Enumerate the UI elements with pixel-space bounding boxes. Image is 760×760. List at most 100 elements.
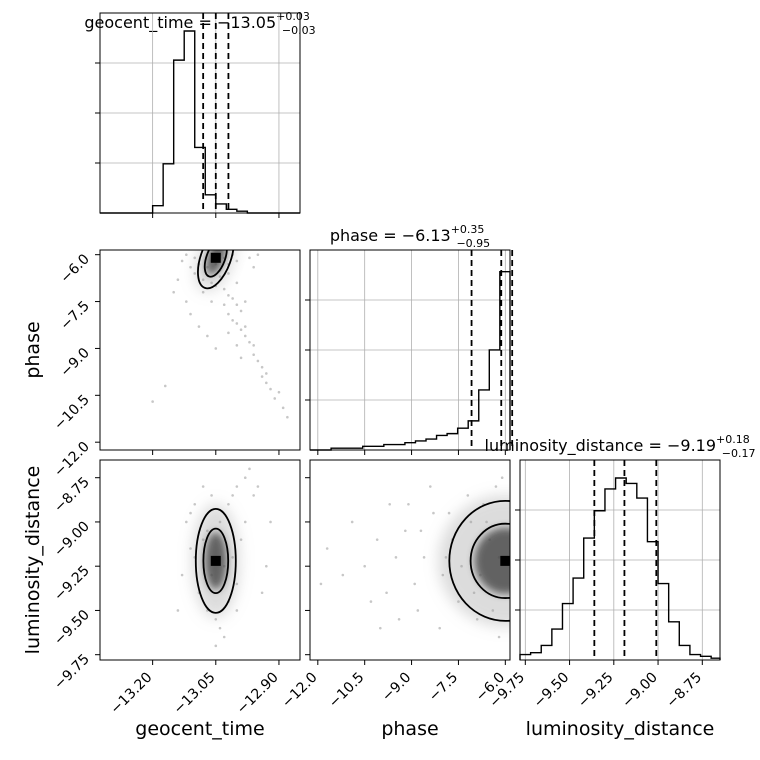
xtick-label-geocent_time: −13.20 [108,670,156,718]
sample-point [197,325,201,328]
sample-point [235,609,239,612]
sample-point [407,502,410,506]
sample-point [222,303,226,306]
contour-outer-luminosity_distance_vs_phase [448,500,510,622]
sample-point [422,556,426,559]
sample-point [252,344,255,347]
sample-point [256,359,260,363]
xlabel-phase: phase [381,718,438,740]
xtick-label-luminosity_distance: −8.75 [663,670,705,712]
frame-luminosity_distance_vs_geocent_time [99,459,301,661]
density-shade-luminosity_distance_vs_phase [438,494,510,627]
histogram-phase [310,270,511,451]
sample-point [214,617,218,621]
sample-point [227,294,230,297]
sample-point [231,494,234,497]
sample-point [416,609,420,612]
sample-point [248,256,251,260]
ytick-label-luminosity_distance: −9.75 [51,651,93,693]
contour-outer-luminosity_distance_vs_geocent_time [194,507,237,614]
xtick-label-phase: −10.5 [326,670,368,712]
xtick-label-phase: −9.0 [379,670,414,705]
sample-point [432,511,435,515]
sample-point [252,265,255,269]
contour-inner-luminosity_distance_vs_phase [469,522,510,599]
sample-point [497,635,501,639]
xtick-label-geocent_time: −12.90 [234,670,282,718]
title-phase-minus: −0.95 [456,237,490,250]
sample-point [369,600,373,603]
density-peak-luminosity_distance_vs_phase [500,555,510,566]
sample-point [375,538,379,541]
title-luminosity-distance-median: −9.19 [667,436,716,455]
sample-point [388,502,391,506]
sample-point [256,485,260,488]
sample-point [466,494,470,497]
ytick-label-luminosity_distance: −9.50 [51,607,93,649]
ytick-label-phase: −12.0 [51,439,93,481]
sample-point [350,520,354,524]
sample-point [397,617,401,621]
sample-point [419,529,423,533]
sample-point [231,297,234,300]
title-phase-text: phase = [330,226,402,245]
ytick-label-luminosity_distance: −9.00 [51,518,93,560]
sample-point [180,259,184,263]
title-phase-median: −6.13 [402,226,451,245]
sample-point [235,281,239,285]
title-phase-plus: +0.35 [451,223,485,236]
hist-frame-geocent_time [99,12,301,214]
title-luminosity-distance: luminosity_distance = −9.19+0.18 −0.17 [485,433,756,460]
contour-inner-phase_vs_geocent_time [203,250,228,278]
xtick-label-phase: −12.0 [279,670,321,712]
sample-point [363,564,366,568]
xlabel-geocent-time: geocent_time [135,718,264,740]
title-phase: phase = −6.13+0.35 −0.95 [330,223,490,250]
sample-point [189,547,192,550]
sample-point [319,582,323,586]
ytick-label-luminosity_distance: −8.75 [51,474,93,516]
sample-point [227,331,230,335]
sample-point [185,253,188,256]
sample-point [231,319,234,322]
title-geocent-time-minus: −0.03 [282,24,316,37]
sample-point [286,415,289,419]
sample-point [189,511,192,515]
title-geocent-time: geocent_time = −13.05+0.03 −0.03 [84,10,315,37]
sample-point [206,334,209,338]
sample-point [185,520,188,524]
sample-point [404,529,407,533]
xtick-label-luminosity_distance: −9.00 [619,670,661,712]
density-core-luminosity_distance_vs_phase [474,527,510,594]
sample-point [235,344,239,347]
sample-point [239,309,243,313]
sample-point [151,400,154,403]
sample-point [201,485,205,488]
title-luminosity-distance-minus: −0.17 [722,447,756,460]
sample-point [341,573,345,577]
ytick-label-phase: −9.0 [57,345,92,380]
sample-point [265,381,268,385]
contour-outer-phase_vs_geocent_time [197,250,235,290]
title-geocent-time-median: −13.05 [217,13,276,32]
sample-point [193,256,197,260]
sample-point [252,494,255,497]
sample-point [235,485,239,488]
scatter-panel-luminosity_distance_vs_geocent_time [176,467,272,648]
hist-panel-phase [305,249,514,455]
ylabel-luminosity-distance: luminosity_distance [22,466,44,655]
sample-point [201,290,205,294]
sample-point [429,485,432,488]
ytick-label-phase: −6.0 [57,251,92,286]
scatter-panel-luminosity_distance_vs_phase [319,476,510,639]
sample-point [269,387,272,391]
sample-point [243,334,247,338]
panels-layer: −13.20 −13.05 −12.90−12.0 −10.5 −9.0 −7.5 −6.0… [51,12,721,718]
histogram-geocent_time [100,30,300,214]
xlabel-luminosity-distance: luminosity_distance [526,718,715,740]
ylabel-phase: phase [22,321,44,378]
sample-point [243,300,247,303]
sample-point [239,356,243,360]
ytick-label-luminosity_distance: −9.25 [51,563,93,605]
